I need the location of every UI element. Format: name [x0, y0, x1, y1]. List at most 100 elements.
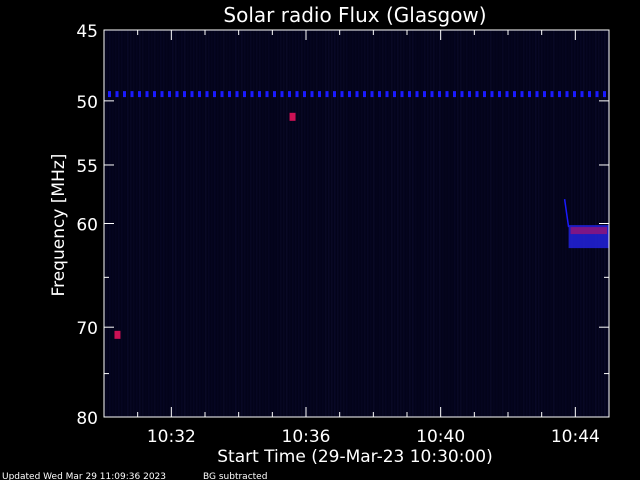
background-stripe: [316, 30, 318, 417]
background-stripe: [517, 30, 519, 417]
background-stripe: [487, 30, 489, 417]
background-stripe: [280, 30, 282, 417]
interference-dot: [160, 91, 164, 98]
interference-dot: [468, 91, 471, 98]
background-stripe: [562, 30, 564, 417]
background-stripe: [577, 30, 579, 417]
background-stripe: [439, 30, 441, 417]
background-stripe: [334, 30, 336, 417]
interference-dot: [453, 91, 456, 98]
background-stripe: [139, 30, 141, 417]
interference-dot: [175, 91, 179, 98]
interference-dot: [115, 91, 119, 98]
background-stripe: [457, 30, 459, 417]
interference-dot: [588, 91, 591, 98]
background-stripe: [322, 30, 324, 417]
background-stripe: [349, 30, 351, 417]
background-stripe: [595, 30, 597, 417]
interference-dot: [543, 91, 546, 98]
burst-spot: [289, 112, 296, 121]
y-tick-label: 60: [76, 216, 98, 236]
background-stripe: [235, 30, 237, 417]
interference-dot: [295, 91, 299, 98]
interference-dot: [565, 91, 569, 98]
interference-dot: [348, 91, 351, 98]
interference-dot: [513, 91, 516, 98]
interference-dot: [168, 91, 171, 98]
background-stripe: [193, 30, 195, 417]
background-stripe: [574, 30, 576, 417]
background-stripe: [295, 30, 297, 417]
interference-dot: [123, 91, 126, 98]
background-stripe: [427, 30, 429, 417]
interference-dot: [430, 91, 434, 98]
background-stripe: [358, 30, 360, 417]
background-stripe: [268, 30, 270, 417]
background-stripe: [214, 30, 216, 417]
burst-core: [570, 227, 607, 235]
interference-dot: [318, 91, 321, 98]
interference-dot: [400, 91, 404, 98]
interference-dot: [205, 91, 209, 98]
background-stripe: [355, 30, 357, 417]
background-stripe: [211, 30, 213, 417]
interference-dot: [280, 91, 284, 98]
background-stripe: [223, 30, 225, 417]
background-stripe: [292, 30, 294, 417]
background-stripe: [529, 30, 531, 417]
background-stripe: [454, 30, 456, 417]
background-stripe: [307, 30, 309, 417]
background-stripe: [535, 30, 537, 417]
background-stripe: [391, 30, 393, 417]
interference-dot: [460, 91, 464, 98]
interference-dot: [520, 91, 524, 98]
y-axis-label: Frequency [MHz]: [49, 154, 69, 297]
background-stripe: [418, 30, 420, 417]
background-stripe: [136, 30, 138, 417]
background-stripe: [448, 30, 450, 417]
plot-layer: [104, 30, 609, 417]
background-stripe: [571, 30, 573, 417]
background-stripe: [331, 30, 333, 417]
background-stripe: [493, 30, 495, 417]
background-stripe: [241, 30, 243, 417]
background-stripe: [379, 30, 381, 417]
background-stripe: [520, 30, 522, 417]
background-stripe: [217, 30, 219, 417]
background-stripe: [220, 30, 222, 417]
background-stripe: [154, 30, 156, 417]
background-stripe: [229, 30, 231, 417]
interference-dot: [288, 91, 291, 98]
background-stripe: [472, 30, 474, 417]
background-stripe: [151, 30, 153, 417]
background-stripe: [412, 30, 414, 417]
background-stripe: [262, 30, 264, 417]
interference-dot: [235, 91, 239, 98]
chart-title: Solar radio Flux (Glasgow): [223, 3, 486, 27]
background-stripe: [178, 30, 180, 417]
background-stripe: [370, 30, 372, 417]
background-stripe: [319, 30, 321, 417]
interference-dot: [385, 91, 389, 98]
interference-dot: [438, 91, 441, 98]
background-stripe: [361, 30, 363, 417]
background-stripe: [145, 30, 147, 417]
background-stripe: [598, 30, 600, 417]
background-stripe: [415, 30, 417, 417]
background-stripe: [406, 30, 408, 417]
interference-dot: [370, 91, 374, 98]
background-stripe: [175, 30, 177, 417]
interference-dot: [505, 91, 509, 98]
background-stripe: [169, 30, 171, 417]
background-stripe: [550, 30, 552, 417]
background-stripe: [124, 30, 126, 417]
y-tick-label: 55: [76, 157, 98, 177]
background-stripe: [226, 30, 228, 417]
y-tick-label: 80: [76, 409, 98, 429]
background-stripe: [400, 30, 402, 417]
background-stripe: [424, 30, 426, 417]
background-stripe: [382, 30, 384, 417]
background-stripe: [148, 30, 150, 417]
x-tick-label: 10:44: [551, 427, 600, 447]
